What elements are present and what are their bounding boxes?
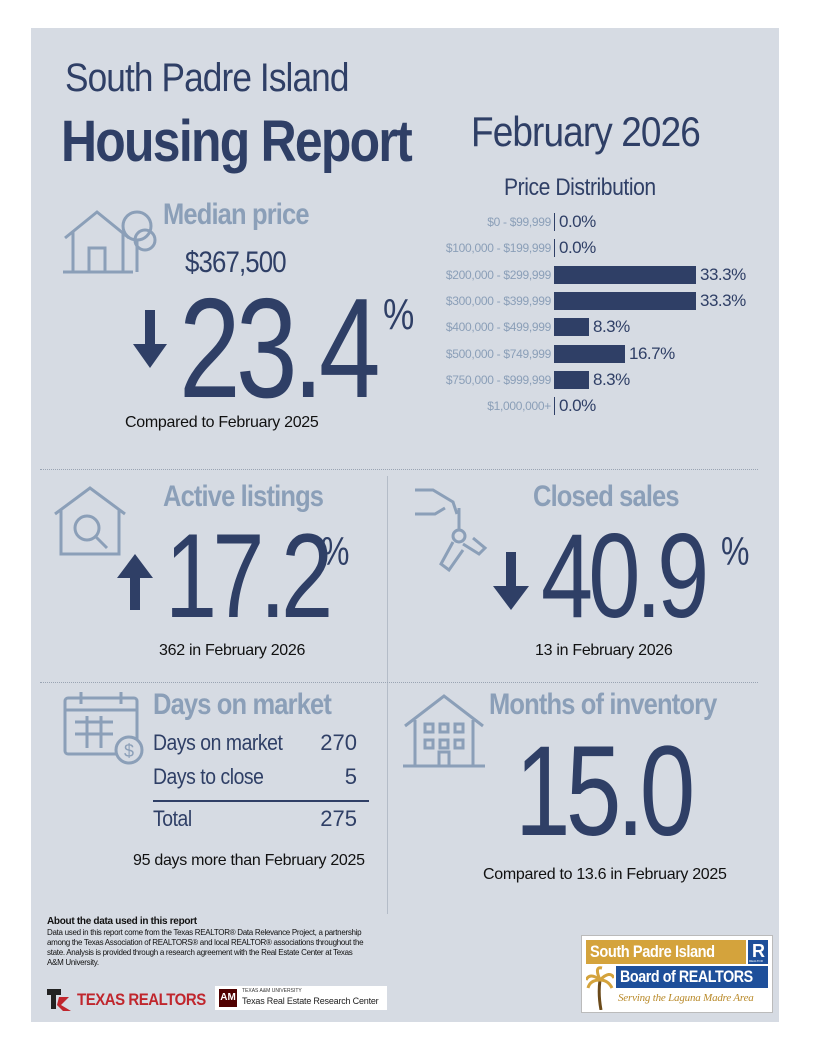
report-period: February 2026 [471, 108, 701, 155]
realtor-r-small: REALTOR [749, 959, 763, 963]
price-distribution-title: Price Distribution [504, 174, 656, 201]
report-page: South Padre Island Housing Report Februa… [31, 28, 779, 1022]
closed-sales-title: Closed sales [533, 480, 680, 513]
tamu-logo: AM TEXAS A&M UNIVERSITY Texas Real Estat… [215, 986, 387, 1010]
palm-tree-icon [584, 966, 616, 1011]
distribution-bar [554, 318, 589, 337]
distribution-range-label: $300,000 - $399,999 [445, 293, 551, 308]
tamu-center-text: Texas Real Estate Research Center [242, 996, 379, 1006]
tamu-small-text: TEXAS A&M UNIVERSITY [242, 988, 302, 994]
median-price-caption: Compared to February 2025 [125, 414, 319, 431]
divider-2 [40, 682, 758, 683]
distribution-bar [554, 291, 696, 310]
distribution-percent: 8.3% [593, 369, 630, 389]
about-title: About the data used in this report [47, 916, 197, 927]
months-inventory-value: 15.0 [515, 720, 695, 863]
distribution-percent: 33.3% [700, 264, 746, 284]
distribution-row: $1,000,000+ 0.0% [391, 396, 771, 416]
distribution-bar [554, 370, 589, 389]
distribution-range-label: $200,000 - $299,999 [445, 267, 551, 282]
months-inventory-title: Months of inventory [489, 688, 717, 721]
closed-sales-caption: 13 in February 2026 [535, 642, 673, 659]
days-on-market-caption: 95 days more than February 2025 [133, 852, 365, 869]
distribution-row: $200,000 - $299,999 33.3% [391, 265, 771, 285]
distribution-percent: 0.0% [559, 238, 596, 258]
distribution-row: $0 - $99,999 0.0% [391, 212, 771, 232]
active-listings-title: Active listings [163, 480, 324, 513]
calendar-dollar-icon: $ [63, 690, 147, 766]
active-listings-change: 17.2 [165, 509, 333, 643]
distribution-bar [554, 239, 555, 258]
board-line2: Board of REALTORS [620, 967, 753, 986]
distribution-percent: 8.3% [593, 317, 630, 337]
distribution-percent: 16.7% [629, 343, 675, 363]
texas-realtors-text: TEXAS REALTORS [77, 990, 206, 1009]
magnifier-house-icon [51, 484, 129, 558]
dom-total-rule [153, 800, 369, 802]
distribution-row: $300,000 - $399,999 33.3% [391, 291, 771, 311]
distribution-row: $400,000 - $499,999 8.3% [391, 317, 771, 337]
dom-total-value: 275 [320, 806, 357, 831]
board-banner-top: South Padre Island [586, 940, 746, 964]
median-price-pct-sign: % [383, 290, 415, 339]
svg-text:$: $ [124, 741, 134, 761]
board-line1: South Padre Island [590, 942, 715, 961]
distribution-range-label: $750,000 - $999,999 [445, 372, 551, 387]
distribution-row: $750,000 - $999,999 8.3% [391, 370, 771, 390]
divider-1 [40, 469, 758, 470]
distribution-range-label: $500,000 - $749,999 [445, 346, 551, 361]
realtor-r-badge: R REALTOR [748, 940, 768, 964]
distribution-row: $100,000 - $199,999 0.0% [391, 238, 771, 258]
down-arrow-icon-2 [493, 552, 529, 610]
distribution-bar [554, 265, 696, 284]
distribution-row: $500,000 - $749,999 16.7% [391, 344, 771, 364]
hand-keys-icon [413, 484, 493, 576]
realtor-r-letter: R [752, 941, 765, 961]
board-tagline: Serving the Laguna Madre Area [618, 992, 754, 1004]
up-arrow-icon [117, 554, 153, 610]
report-title: Housing Report [61, 109, 413, 174]
house-tree-icon [61, 200, 157, 276]
closed-sales-pct-sign: % [721, 530, 750, 574]
dom-row-value-1: 270 [320, 730, 357, 755]
days-on-market-title: Days on market [153, 688, 332, 721]
distribution-range-label: $0 - $99,999 [487, 215, 551, 229]
months-inventory-caption: Compared to 13.6 in February 2025 [483, 866, 727, 883]
distribution-bar [554, 344, 625, 363]
apartment-building-icon [401, 692, 487, 770]
dom-total-label: Total [153, 806, 192, 831]
about-text: Data used in this report come from the T… [47, 928, 364, 967]
distribution-percent: 33.3% [700, 290, 746, 310]
board-banner-bottom: Board of REALTORS [616, 966, 768, 988]
distribution-bar [554, 397, 555, 416]
active-listings-caption: 362 in February 2026 [159, 642, 306, 659]
dom-row-value-2: 5 [344, 764, 357, 789]
median-price-title: Median price [163, 198, 310, 231]
distribution-range-label: $100,000 - $199,999 [445, 241, 551, 256]
closed-sales-change: 40.9 [541, 509, 709, 643]
distribution-range-label: $400,000 - $499,999 [445, 320, 551, 335]
median-price-change: 23.4 [179, 269, 381, 428]
spi-board-logo: South Padre Island R REALTOR Board of RE… [581, 935, 773, 1013]
distribution-percent: 0.0% [559, 396, 596, 416]
location-title: South Padre Island [65, 56, 349, 100]
distribution-percent: 0.0% [559, 212, 596, 231]
dom-row-label-1: Days on market [153, 730, 283, 755]
active-listings-pct-sign: % [321, 530, 350, 574]
divider-vertical [387, 476, 388, 914]
down-arrow-icon [133, 310, 167, 368]
dom-row-label-2: Days to close [153, 764, 264, 789]
tamu-mark-icon: AM [219, 989, 237, 1007]
texas-realtors-logo: TEXAS REALTORS [47, 988, 207, 1011]
median-price-value: $367,500 [185, 246, 287, 279]
distribution-range-label: $1,000,000+ [487, 399, 551, 414]
distribution-bar [554, 213, 555, 231]
